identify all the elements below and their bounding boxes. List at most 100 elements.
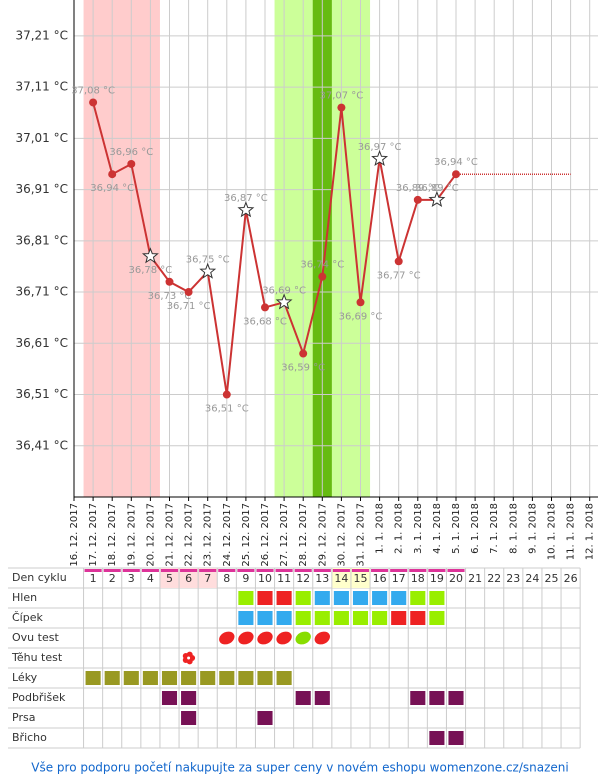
cell-mark — [238, 611, 254, 625]
cycle-stripe — [160, 569, 179, 572]
x-tick-label: 10. 1. 2018 — [547, 503, 558, 560]
cycle-stripe — [313, 569, 331, 572]
point — [413, 195, 422, 204]
x-tick-label: 7. 1. 2018 — [489, 503, 500, 554]
cell-mark — [276, 591, 292, 605]
cell-mark — [219, 671, 235, 685]
day-number: 8 — [223, 572, 230, 585]
row-label: Léky — [12, 671, 38, 684]
cycle-stripe — [141, 569, 159, 572]
x-tick-label: 12. 1. 2018 — [585, 503, 596, 560]
x-tick-label: 5. 1. 2018 — [451, 503, 462, 554]
y-tick-label: 37,11 °C — [15, 80, 68, 94]
cycle-stripe — [237, 569, 255, 572]
data-label: 36,89 °C — [396, 183, 440, 194]
y-tick-label: 36,51 °C — [15, 387, 68, 401]
cell-mark — [352, 611, 369, 625]
cell-mark — [200, 671, 216, 685]
cell-mark — [352, 591, 369, 605]
x-tick-label: 20. 12. 2017 — [145, 503, 156, 567]
day-number: 10 — [258, 572, 272, 585]
cell-mark — [372, 591, 388, 605]
cycle-stripe — [371, 569, 389, 572]
cycle-stripe — [351, 569, 370, 572]
cycle-stripe — [332, 569, 350, 572]
star-point — [237, 201, 255, 218]
y-tick-label: 36,81 °C — [15, 233, 68, 247]
x-tick-label: 16. 12. 2017 — [69, 503, 80, 567]
data-label: 36,68 °C — [243, 316, 287, 327]
x-tick-label: 1. 1. 2018 — [375, 503, 386, 554]
x-tick-label: 28. 12. 2017 — [298, 503, 309, 567]
cell-mark — [448, 691, 464, 705]
point — [318, 272, 327, 281]
x-tick-label: 19. 12. 2017 — [126, 503, 137, 567]
phase-band — [83, 0, 160, 497]
day-number: 7 — [204, 572, 211, 585]
ovu-mark — [276, 631, 292, 645]
row-label: Čípek — [12, 611, 43, 624]
cell-mark — [333, 591, 349, 605]
flower-petal — [186, 651, 193, 658]
day-number: 2 — [109, 572, 116, 585]
x-tick-label: 22. 12. 2017 — [184, 503, 195, 567]
cycle-stripe — [390, 569, 408, 572]
x-tick-label: 8. 1. 2018 — [508, 503, 519, 554]
cycle-stripe — [180, 569, 198, 572]
cycle-stripe — [409, 569, 427, 572]
x-tick-label: 11. 1. 2018 — [566, 503, 577, 560]
x-tick-label: 4. 1. 2018 — [432, 503, 443, 554]
day-number: 1 — [90, 572, 97, 585]
cell-mark — [85, 671, 101, 685]
data-label: 36,51 °C — [205, 404, 249, 415]
x-tick-label: 31. 12. 2017 — [356, 503, 367, 567]
cell-mark — [257, 591, 273, 605]
footer-link[interactable]: Vše pro podporu početí nakupujte za supe… — [31, 761, 568, 775]
cycle-stripe — [103, 569, 121, 572]
cell-mark — [276, 671, 292, 685]
point — [127, 159, 136, 168]
y-tick-label: 36,41 °C — [15, 438, 68, 452]
day-number: 26 — [564, 572, 578, 585]
cell-mark — [314, 591, 330, 605]
point — [261, 303, 269, 312]
data-label: 36,87 °C — [224, 193, 268, 204]
point — [184, 288, 193, 297]
day-number: 3 — [128, 572, 135, 585]
cell-mark — [257, 671, 273, 685]
star-point — [141, 247, 159, 264]
ovu-mark — [257, 631, 273, 645]
data-label: 36,94 °C — [90, 183, 134, 194]
row-label: Těhu test — [11, 651, 63, 664]
y-tick-label: 37,21 °C — [15, 28, 68, 42]
day-number: 17 — [392, 572, 406, 585]
day-number: 19 — [430, 572, 444, 585]
day-number: 13 — [315, 572, 329, 585]
cycle-stripe — [428, 569, 446, 572]
row-label: Břicho — [12, 731, 47, 744]
cell-mark — [448, 731, 464, 745]
point — [337, 103, 346, 112]
x-tick-label: 29. 12. 2017 — [317, 503, 328, 567]
data-label: 36,89 °C — [415, 183, 459, 194]
flower-center — [187, 656, 191, 660]
day-number: 18 — [411, 572, 425, 585]
cell-mark — [391, 591, 407, 605]
ovu-mark — [314, 631, 330, 645]
cycle-stripe — [218, 569, 236, 572]
data-label: 37,07 °C — [320, 91, 364, 102]
ovu-mark — [219, 631, 235, 645]
cell-mark — [181, 671, 197, 685]
cycle-stripe — [275, 569, 293, 572]
data-label: 36,73 °C — [148, 291, 192, 302]
cell-mark — [181, 711, 197, 725]
x-tick-label: 9. 1. 2018 — [527, 503, 538, 554]
day-number: 6 — [185, 572, 192, 585]
y-tick-label: 37,01 °C — [15, 131, 68, 145]
point — [108, 170, 117, 179]
day-number: 25 — [545, 572, 559, 585]
cycle-stripe — [256, 569, 274, 572]
cell-mark — [333, 611, 349, 625]
data-label: 36,96 °C — [109, 147, 153, 158]
